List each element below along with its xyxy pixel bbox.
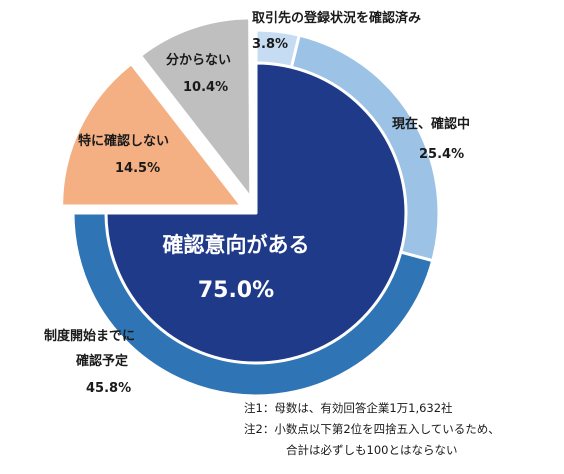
footnote-2-continued: 合計は必ずしも100とはならない (286, 443, 458, 457)
footnote-2: 注2：小数点以下第2位を四捨五入しているため、 (244, 422, 500, 436)
label-planned-name-2: 確認予定 (76, 353, 128, 369)
footnotes: 注1：母数は、有効回答企業1万1,632社 注2：小数点以下第2位を四捨五入して… (244, 398, 500, 461)
label-unknown-name: 分からない (166, 52, 231, 68)
slice-no-check (60, 62, 244, 208)
label-checking-name: 現在、確認中 (392, 116, 470, 132)
label-unknown-value: 10.4% (183, 80, 228, 95)
exploded-slices (60, 16, 253, 208)
label-checking-value: 25.4% (419, 147, 464, 162)
label-no-check-value: 14.5% (115, 161, 160, 176)
center-label-value: 75.0% (198, 278, 274, 303)
label-planned-value: 45.8% (86, 381, 131, 396)
footnote-1: 注1：母数は、有効回答企業1万1,632社 (244, 401, 453, 415)
label-confirmed-name: 取引先の登録状況を確認済み (252, 10, 421, 26)
slice-unknown (138, 16, 253, 200)
slice-main (104, 61, 408, 365)
label-planned-name-1: 制度開始までに (44, 328, 135, 344)
label-confirmed-value: 3.8% (252, 37, 288, 52)
inner-pie (104, 61, 408, 365)
label-no-check-name: 特に確認しない (78, 133, 169, 149)
center-label-name: 確認意向がある (163, 233, 310, 257)
